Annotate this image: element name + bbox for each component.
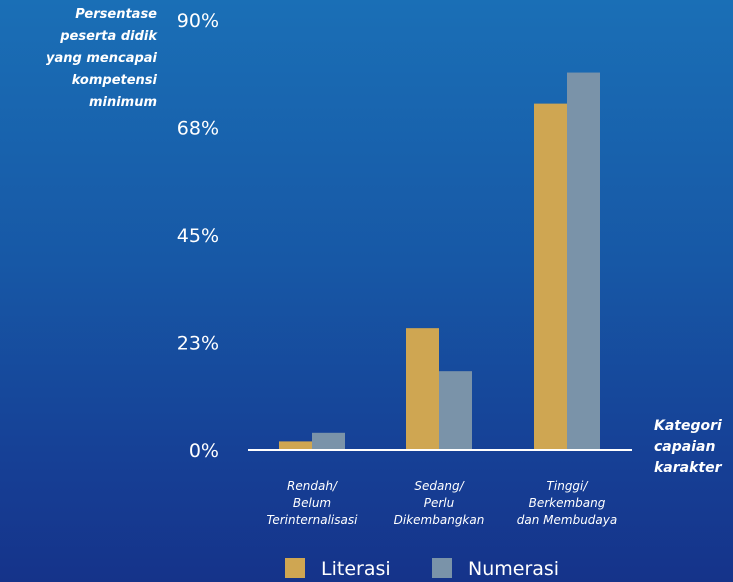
category-label-line: Tinggi/ (547, 479, 590, 493)
y-tick-label: 45% (177, 225, 219, 247)
y-tick-label: 0% (189, 440, 219, 462)
bar-literasi-2 (534, 103, 567, 450)
y-axis-ticks: 0% 23% 45% 68% 90% (177, 10, 219, 462)
category-label-line: Rendah/ (287, 479, 339, 493)
legend-swatch-numerasi (432, 558, 452, 578)
y-axis-title-line: Persentase (75, 7, 157, 22)
category-label-line: dan Membudaya (517, 513, 617, 527)
category-label-line: Belum (293, 496, 331, 510)
y-axis-title-line: yang mencapai (46, 51, 158, 66)
bar-numerasi-0 (312, 432, 345, 450)
y-axis-title-line: peserta didik (59, 29, 158, 44)
legend-label-literasi: Literasi (321, 558, 391, 580)
category-label-line: Terinternalisasi (267, 513, 359, 527)
x-axis-title-line: karakter (654, 460, 723, 476)
bar-literasi-1 (406, 328, 439, 450)
category-label-line: Sedang/ (414, 479, 465, 493)
legend-swatch-literasi (285, 558, 305, 578)
y-axis-title: Persentase peserta didik yang mencapai komp… (46, 7, 158, 110)
x-axis-title-line: Kategori (654, 418, 722, 434)
bar-numerasi-1 (439, 371, 472, 450)
category-label-line: Berkembang (529, 496, 606, 510)
legend-label-numerasi: Numerasi (468, 558, 559, 580)
y-axis-title-line: kompetensi (72, 73, 158, 88)
y-axis-title-line: minimum (89, 95, 157, 110)
category-label-line: Perlu (424, 496, 455, 510)
x-axis-title: Kategori capaian karakter (654, 418, 723, 476)
x-axis-title-line: capaian (654, 439, 715, 455)
x-axis-categories: Rendah/Belum Terinternalisasi Sedang/Perlu… (267, 479, 618, 527)
legend: Literasi Numerasi (285, 558, 559, 580)
bars (279, 72, 600, 451)
bar-numerasi-2 (567, 72, 600, 451)
y-tick-label: 23% (177, 333, 219, 355)
y-tick-label: 90% (177, 10, 219, 32)
y-tick-label: 68% (177, 118, 219, 140)
category-label-line: Dikembangkan (394, 513, 485, 527)
bar-literasi-0 (279, 441, 312, 450)
